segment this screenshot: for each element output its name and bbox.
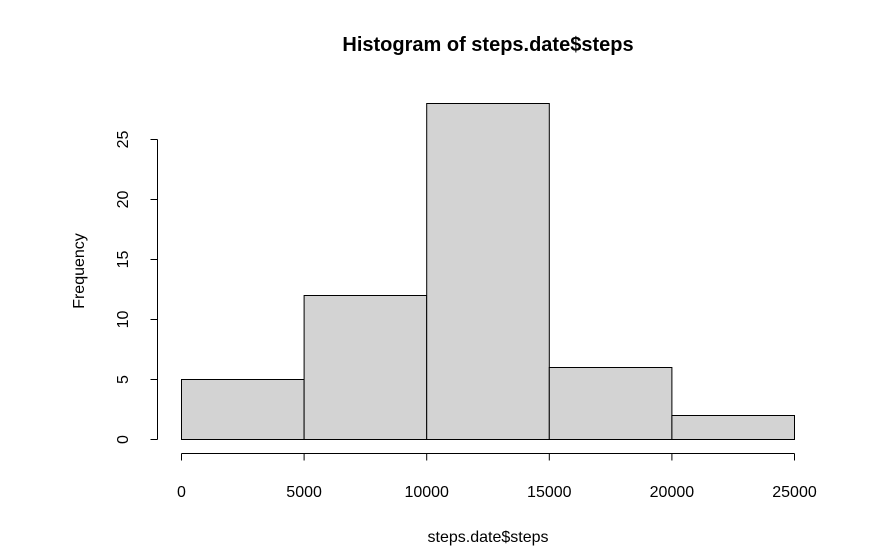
x-axis: 0 5000 10000 15000 20000 25000 [177,453,817,501]
y-tick-label: 5 [115,375,132,384]
y-tick-label: 25 [115,131,132,149]
y-axis: 0 5 10 15 20 25 [115,131,158,444]
y-tick-label: 20 [115,191,132,209]
y-tick-label: 10 [115,311,132,329]
histogram-bar [548,367,673,440]
x-tick-label: 25000 [772,484,817,501]
x-tick-label: 10000 [404,484,449,501]
x-tick-label: 5000 [286,484,322,501]
y-tick-label: 0 [115,435,132,444]
x-tick-label: 15000 [527,484,572,501]
x-axis-label: steps.date$steps [428,529,549,546]
histogram-bar [426,103,550,440]
y-axis-label: Frequency [71,233,88,309]
histogram-bar [181,379,305,440]
bars-group [181,103,796,440]
histogram-bar [671,415,796,440]
x-tick-label: 20000 [650,484,695,501]
x-tick-label: 0 [177,484,186,501]
chart-title: Histogram of steps.date$steps [342,34,633,56]
y-tick-label: 15 [115,251,132,269]
histogram-bar [303,295,428,440]
